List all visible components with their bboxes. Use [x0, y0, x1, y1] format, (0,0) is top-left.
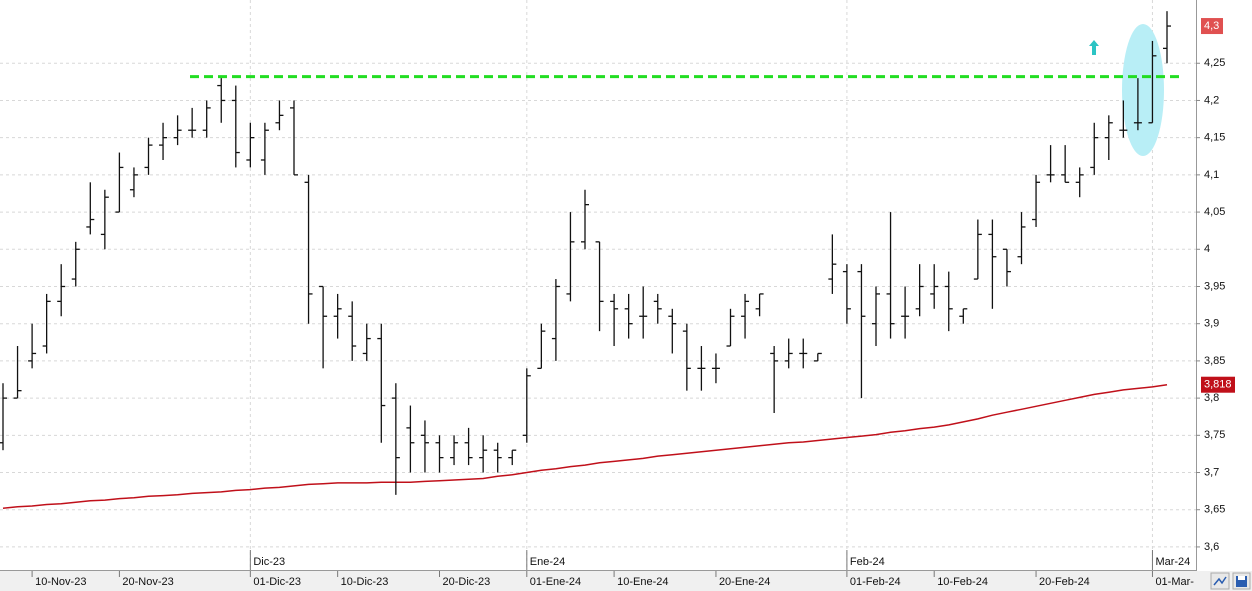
y-axis: 3,6 3,65 3,7 3,75 3,8 3,85 3,9 3,95 4 4,05 4,1 4,15…	[1196, 18, 1235, 553]
period-label: Dic-23	[253, 556, 285, 568]
x-tick-label: 01-Dic-23	[253, 576, 301, 588]
ma-value-box	[1201, 376, 1235, 393]
y-tick-label: 4,1	[1204, 169, 1219, 181]
save-icon-label	[1238, 576, 1245, 580]
y-tick-label: 3,8	[1204, 392, 1219, 404]
ma-value-label: 3,818	[1204, 379, 1232, 391]
moving-average-line	[2, 383, 1168, 509]
zoom-icon	[1213, 576, 1227, 586]
x-tick-label: 10-Feb-24	[937, 576, 988, 588]
y-tick-label: 4,15	[1204, 132, 1225, 144]
x-tick-label: 20-Ene-24	[719, 576, 770, 588]
y-tick-label: 4,25	[1204, 57, 1225, 69]
x-axis: 10-Nov-23 20-Nov-23 01-Dic-23 10-Dic-23 20-D…	[31, 550, 1206, 588]
last-price-label: 4,3	[1204, 20, 1219, 32]
x-tick-label: 10-Ene-24	[617, 576, 668, 588]
y-tick-label: 4,05	[1204, 206, 1225, 218]
x-tick-label: 01-Mar-24	[1155, 576, 1206, 588]
x-axis-strip	[0, 571, 1252, 591]
y-tick-label: 3,95	[1204, 280, 1225, 292]
toolbar	[1210, 572, 1251, 590]
y-tick-label: 3,65	[1204, 504, 1225, 516]
x-tick-label: 01-Ene-24	[530, 576, 581, 588]
y-tick-label: 4	[1204, 243, 1210, 255]
y-tick-label: 3,9	[1204, 318, 1219, 330]
period-label: Ene-24	[530, 556, 565, 568]
highlight-ellipse	[1122, 24, 1164, 156]
x-tick-label: 10-Nov-23	[35, 576, 86, 588]
marks	[0, 11, 1182, 509]
x-tick-label: 20-Feb-24	[1039, 576, 1090, 588]
grid	[0, 0, 1196, 570]
period-label: Mar-24	[1155, 556, 1190, 568]
y-tick-label: 4,2	[1204, 94, 1219, 106]
x-tick-label: 20-Nov-23	[122, 576, 173, 588]
x-tick-label: 01-Feb-24	[850, 576, 901, 588]
x-tick-label: 20-Dic-23	[443, 576, 491, 588]
y-tick-label: 3,75	[1204, 429, 1225, 441]
save-icon	[1236, 576, 1247, 587]
period-label: Feb-24	[850, 556, 885, 568]
y-tick-label: 3,6	[1204, 541, 1219, 553]
last-price-box	[1201, 18, 1223, 35]
y-tick-label: 3,85	[1204, 355, 1225, 367]
x-tick-label: 10-Dic-23	[341, 576, 389, 588]
up-arrow	[1089, 40, 1099, 55]
y-tick-label: 3,7	[1204, 466, 1219, 478]
